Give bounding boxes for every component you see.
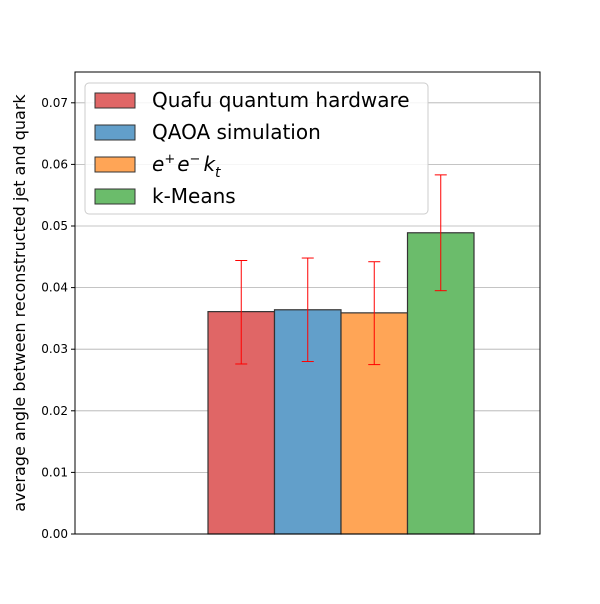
legend-swatch-0 — [94, 92, 136, 109]
legend-swatch-1 — [94, 124, 136, 141]
legend-swatch-3 — [94, 188, 136, 205]
legend-box — [84, 82, 429, 215]
legend-label-3: k-Means — [152, 184, 236, 208]
y-tick-label: 0.04 — [41, 281, 68, 295]
legend: Quafu quantum hardware QAOA simulation e+ e… — [84, 82, 429, 215]
y-tick-label: 0.05 — [41, 219, 68, 233]
legend-swatch-2 — [94, 156, 136, 173]
y-tick-label: 0.02 — [41, 404, 68, 418]
y-axis: 0.00 0.01 0.02 0.03 0.04 0.05 0.06 0.07 — [41, 96, 75, 541]
y-tick-label: 0.03 — [41, 342, 68, 356]
plot-frame — [74, 71, 541, 535]
y-tick-label: 0.01 — [41, 465, 68, 479]
error-bars — [235, 174, 447, 366]
legend-label-2: e+ e− kt — [152, 152, 221, 181]
y-tick-label: 0.07 — [41, 96, 68, 110]
y-axis-label: average angle between reconstructed jet … — [10, 94, 29, 512]
legend-label-1: QAOA simulation — [152, 120, 321, 144]
bar-3 — [406, 232, 475, 535]
legend-label-0: Quafu quantum hardware — [152, 88, 410, 112]
bars — [207, 232, 475, 535]
y-tick-label: 0.00 — [41, 527, 68, 541]
y-tick-label: 0.06 — [41, 157, 68, 171]
